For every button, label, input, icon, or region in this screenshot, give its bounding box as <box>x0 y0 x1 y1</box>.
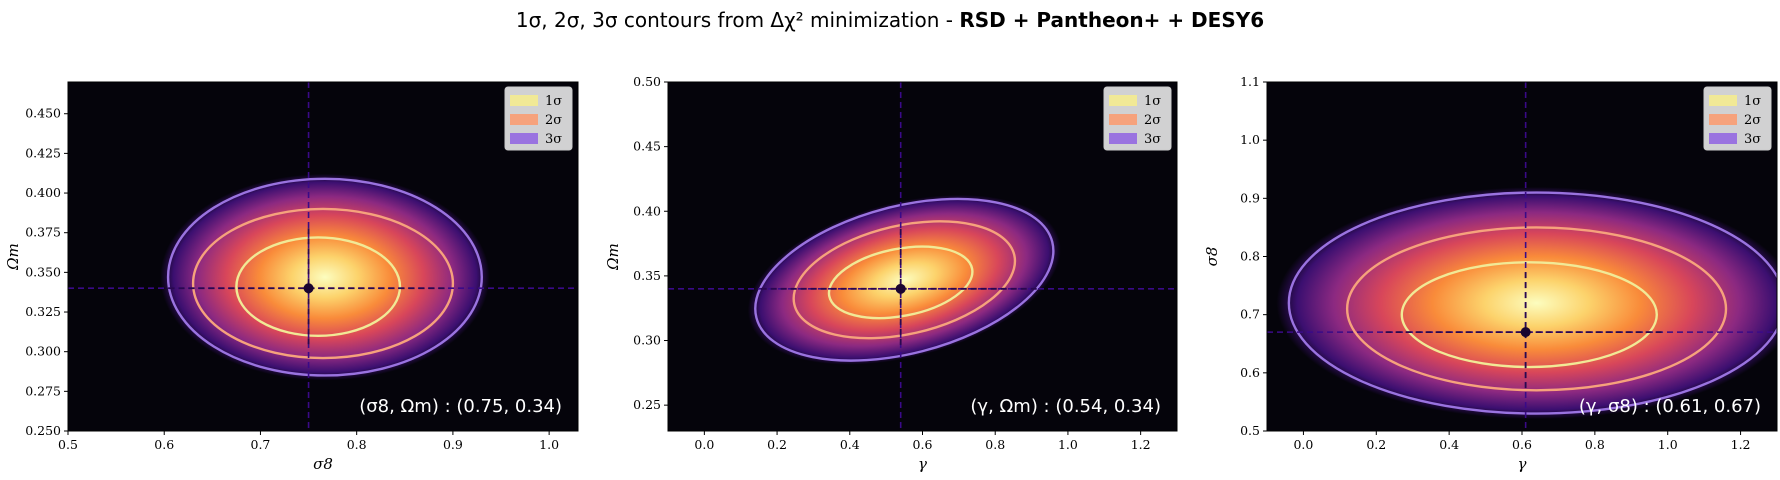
legend-swatch-3 <box>1709 133 1737 144</box>
x-tick-label: 0.5 <box>58 437 78 452</box>
contour-panel-2: 0.0 0.2 0.4 0.6 0.8 1.0 1.2 0.25 0.30 0.35 0.40 0.4… <box>604 74 1178 473</box>
legend-swatch-1 <box>1109 95 1137 106</box>
y-tick-label: 0.25 <box>633 397 661 412</box>
contour-panel-1: 0.5 0.6 0.7 0.8 0.9 1.0 0.250 0.275 0.300 0.325 0.… <box>4 81 579 473</box>
y-tick-label: 0.450 <box>25 106 61 121</box>
contour-2sigma <box>1345 226 1728 392</box>
y-tick-label: 0.250 <box>25 423 61 438</box>
legend-label-1: 1σ <box>1144 94 1161 109</box>
y-tick-label: 0.6 <box>1240 365 1260 380</box>
x-tick-label: 0.6 <box>154 437 174 452</box>
y-tick-label: 0.275 <box>25 383 61 398</box>
contour-1sigma <box>827 245 974 320</box>
legend-label-1: 1σ <box>1744 94 1761 109</box>
x-tick-label: 0.6 <box>913 437 933 452</box>
x-tick-label: 0.2 <box>1366 437 1386 452</box>
y-axis-label: σ8 <box>1203 247 1221 267</box>
y-axis-label: Ωm <box>4 243 22 271</box>
contour-1sigma <box>235 236 402 338</box>
y-tick-label: 0.35 <box>633 268 661 283</box>
x-axis-label: γ <box>1518 455 1527 473</box>
x-tick-label: 0.0 <box>1293 437 1313 452</box>
x-axis-label: γ <box>918 455 927 473</box>
legend-label-3: 3σ <box>1144 132 1161 147</box>
density-heatmap <box>747 194 1061 365</box>
title-bold: RSD + Pantheon+ + DESY6 <box>959 8 1264 32</box>
best-fit-annotation: (γ, σ8) : (0.61, 0.67) <box>1579 396 1761 417</box>
x-tick-label: 1.2 <box>1131 437 1151 452</box>
y-tick-label: 0.350 <box>25 264 61 279</box>
y-tick-label: 0.400 <box>25 185 61 200</box>
y-tick-label: 1.1 <box>1240 74 1260 89</box>
legend-swatch-3 <box>510 133 538 144</box>
y-tick-label: 0.50 <box>633 74 661 89</box>
y-tick-label: 0.375 <box>25 225 61 240</box>
y-tick-label: 0.7 <box>1240 307 1260 322</box>
y-tick-label: 0.300 <box>25 344 61 359</box>
contour-3sigma <box>1287 191 1777 415</box>
density-heatmap <box>160 173 490 381</box>
legend-label-3: 3σ <box>545 132 562 147</box>
panels: 0.5 0.6 0.7 0.8 0.9 1.0 0.250 0.275 0.300 0.325 0.… <box>4 74 1778 473</box>
x-tick-label: 1.0 <box>539 437 559 452</box>
y-tick-label: 0.5 <box>1240 423 1260 438</box>
best-fit-point <box>1520 327 1531 338</box>
legend-swatch-3 <box>1109 133 1137 144</box>
x-tick-label: 0.7 <box>251 437 271 452</box>
legend-label-1: 1σ <box>545 94 562 109</box>
legend-swatch-2 <box>1109 114 1137 125</box>
contour-3sigma <box>166 177 483 377</box>
legend-swatch-1 <box>1709 95 1737 106</box>
contour-2sigma <box>792 220 1017 340</box>
x-tick-label: 1.0 <box>1658 437 1678 452</box>
y-tick-label: 0.45 <box>633 139 661 154</box>
best-fit-point <box>895 283 906 294</box>
y-tick-label: 0.9 <box>1240 190 1260 205</box>
x-tick-label: 0.2 <box>767 437 787 452</box>
x-tick-label: 0.8 <box>1585 437 1605 452</box>
contour-2sigma <box>191 207 455 360</box>
legend-label-2: 2σ <box>1744 113 1761 128</box>
title-prefix: 1σ, 2σ, 3σ contours from Δχ² minimizatio… <box>516 8 959 32</box>
x-tick-label: 0.6 <box>1512 437 1532 452</box>
x-tick-label: 1.0 <box>1058 437 1078 452</box>
x-tick-label: 0.4 <box>1439 437 1459 452</box>
contour-3sigma <box>754 197 1055 362</box>
best-fit-annotation: (σ8, Ωm) : (0.75, 0.34) <box>359 396 562 417</box>
best-fit-point <box>303 283 314 294</box>
x-tick-label: 0.9 <box>443 437 463 452</box>
contour-panel-3: 0.0 0.2 0.4 0.6 0.8 1.0 1.2 0.5 0.6 0.7 0.8 0.9 1.0 1… <box>1203 74 1778 473</box>
y-tick-label: 0.40 <box>633 203 661 218</box>
x-tick-label: 1.2 <box>1731 437 1751 452</box>
legend-label-3: 3σ <box>1744 132 1761 147</box>
legend-label-2: 2σ <box>1144 113 1161 128</box>
y-tick-label: 0.425 <box>25 145 61 160</box>
legend-swatch-2 <box>510 114 538 125</box>
best-fit-annotation: (γ, Ωm) : (0.54, 0.34) <box>970 396 1161 417</box>
y-tick-label: 0.30 <box>633 333 661 348</box>
y-tick-label: 0.8 <box>1240 249 1260 264</box>
x-tick-label: 0.4 <box>840 437 860 452</box>
contour-1sigma <box>1400 261 1658 369</box>
axes-frame <box>67 81 579 432</box>
legend-swatch-2 <box>1709 114 1737 125</box>
y-tick-label: 1.0 <box>1240 132 1260 147</box>
legend-swatch-1 <box>510 95 538 106</box>
x-tick-label: 0.0 <box>694 437 714 452</box>
y-tick-label: 0.325 <box>25 304 61 319</box>
x-tick-label: 0.8 <box>985 437 1005 452</box>
x-tick-label: 0.8 <box>347 437 367 452</box>
x-axis-label: σ8 <box>313 455 333 473</box>
figure-title: 1σ, 2σ, 3σ contours from Δχ² minimizatio… <box>516 8 1264 32</box>
y-axis-label: Ωm <box>604 243 622 271</box>
legend-label-2: 2σ <box>545 113 562 128</box>
